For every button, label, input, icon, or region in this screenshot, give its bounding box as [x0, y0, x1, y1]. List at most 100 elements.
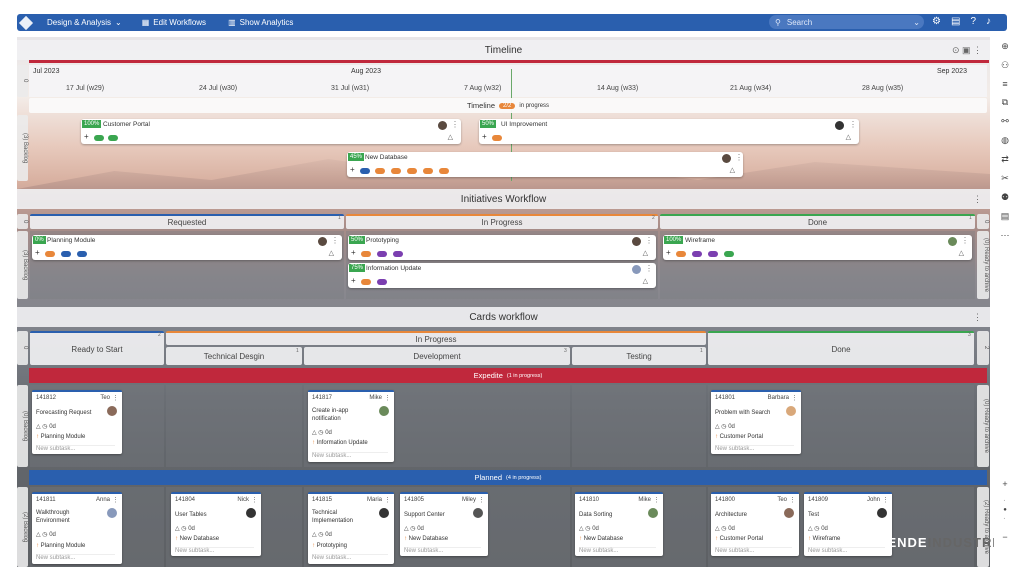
more-icon[interactable]: ⋮ [645, 236, 653, 245]
more-icon[interactable]: ⋮ [451, 120, 459, 129]
expedite-backlog-lane[interactable]: (0) Backlog [17, 385, 28, 467]
more-icon[interactable]: ⋮ [384, 497, 391, 504]
menu-show-analytics[interactable]: ▥ Show Analytics [228, 18, 294, 27]
more-icon[interactable]: ⋮ [973, 193, 982, 204]
task-card-141812[interactable]: 141812 Teo ⋮ Forecasting Request △ ◷ 0d ↑ … [32, 390, 122, 454]
more-icon[interactable]: ⋯ [1000, 230, 1010, 240]
more-icon[interactable]: ⋮ [331, 236, 339, 245]
more-icon[interactable]: ⋮ [882, 497, 889, 504]
more-icon[interactable]: ⋮ [112, 395, 119, 402]
timeline-options-icon[interactable]: ⊙ ▣ ⋮ [951, 44, 982, 55]
timeline-backlog-lane[interactable]: (3) Backlog [17, 115, 28, 181]
col-in-progress-group[interactable]: In Progress [166, 331, 706, 345]
col-development[interactable]: Development [304, 347, 570, 365]
add-icon[interactable]: + [351, 248, 356, 257]
more-icon[interactable]: ⋮ [645, 264, 653, 273]
parent-link[interactable]: ↑ Wireframe [808, 536, 841, 542]
report-icon[interactable]: ▤ [1000, 211, 1010, 221]
col-testing[interactable]: Testing [572, 347, 706, 365]
expedite-archive-lane[interactable]: (0) Ready to archive [977, 385, 989, 467]
more-icon[interactable]: ⋮ [961, 236, 969, 245]
timeline-bar[interactable]: Timeline 2/2 in progress [29, 98, 987, 113]
parent-link[interactable]: ↑ New Database [404, 536, 449, 542]
col-ready-to-start[interactable]: Ready to Start [30, 331, 164, 365]
task-card-141810[interactable]: 141810 Mike ⋮ Data Sorting △ ◷ 0d ↑ New Da… [575, 492, 663, 556]
add-icon[interactable]: + [351, 276, 356, 285]
col-technical-design[interactable]: Technical Desgin [166, 347, 302, 365]
add-icon[interactable]: + [350, 165, 355, 174]
users-icon[interactable]: ⚇ [1000, 60, 1010, 70]
add-icon[interactable]: + [482, 132, 487, 141]
add-circle-icon[interactable]: ⊕ [1001, 41, 1009, 51]
add-icon[interactable]: + [666, 248, 671, 257]
warning-icon: △ ◷ 0d [36, 532, 56, 538]
parent-link[interactable]: ↑ New Database [579, 536, 624, 542]
card-information-update[interactable]: 75% Information Update + ⋮ △ [348, 263, 656, 288]
parent-link[interactable]: ↑ Customer Portal [715, 434, 764, 440]
expedite-lane-header[interactable]: Expedite (1 in progress) [29, 368, 987, 383]
card-customer-portal[interactable]: 100% Customer Portal + ⋮ △ [81, 119, 461, 144]
card-prototyping[interactable]: 50% Prototyping + ⋮ △ [348, 235, 656, 260]
more-icon[interactable]: ⋮ [791, 395, 798, 402]
bell-icon[interactable]: ♪ [986, 16, 991, 27]
card-planning-module[interactable]: 0% Planning Module + ⋮ △ [32, 235, 342, 260]
zoom-slider[interactable]: · ● · [1003, 498, 1007, 522]
tools-icon[interactable]: ✂ [1001, 173, 1009, 183]
more-icon[interactable]: ⋮ [973, 311, 982, 322]
card-wireframe[interactable]: 100% Wireframe + ⋮ △ [663, 235, 972, 260]
more-icon[interactable]: ⋮ [789, 497, 796, 504]
more-icon[interactable]: ⋮ [112, 497, 119, 504]
user-icon[interactable]: ⚉ [1000, 192, 1010, 202]
hierarchy-icon[interactable]: ⚯ [1001, 116, 1009, 126]
add-icon[interactable]: + [35, 248, 40, 257]
more-icon[interactable]: ⋮ [384, 395, 391, 402]
task-card-141801[interactable]: 141801 Barbara ⋮ Problem with Search △ ◷ 0… [711, 390, 801, 454]
task-card-141809[interactable]: 141809 John ⋮ Test △ ◷ 0d ↑ Wireframe New … [804, 492, 892, 556]
col-in-progress[interactable]: In Progress [346, 214, 658, 229]
copy-icon[interactable]: ⧉ [1001, 97, 1009, 107]
col-requested[interactable]: Requested [30, 214, 344, 229]
warning-icon: △ ◷ 0d [36, 424, 56, 430]
parent-link[interactable]: ↑ Information Update [312, 440, 368, 446]
col-done-cards[interactable]: Done [708, 331, 974, 365]
menu-design-analysis[interactable]: Design & Analysis ⌄ [47, 18, 122, 27]
card-ui-improvement[interactable]: 50% UI Improvement + ⋮ △ [479, 119, 859, 144]
help-icon[interactable]: ? [970, 16, 976, 27]
more-icon[interactable]: ⋮ [653, 497, 660, 504]
search-input[interactable]: ⚲ Search ⌄ [769, 15, 924, 29]
task-card-141805[interactable]: 141805 Miley ⋮ Support Center △ ◷ 0d ↑ New… [400, 492, 488, 556]
task-card-141817[interactable]: 141817 Mike ⋮ Create in-app notification △… [308, 390, 394, 462]
task-card-141800[interactable]: 141800 Teo ⋮ Architecture △ ◷ 0d ↑ Custome… [711, 492, 799, 556]
more-icon[interactable]: ⋮ [735, 153, 743, 162]
zoom-out-icon[interactable]: − [1002, 532, 1008, 542]
palette-icon[interactable]: ◍ [1001, 135, 1009, 145]
filter-icon[interactable]: ≡ [1002, 79, 1008, 89]
parent-link[interactable]: ↑ Prototyping [312, 543, 348, 549]
card-new-database[interactable]: 45% New Database + ⋮ △ [347, 152, 743, 177]
gear-icon[interactable]: ⚙ [932, 16, 941, 27]
chevron-down-icon[interactable]: ⌄ [913, 17, 920, 27]
initiatives-archive-lane[interactable]: (0) Ready to archive [977, 231, 989, 299]
parent-link[interactable]: ↑ Customer Portal [715, 536, 764, 542]
swap-icon[interactable]: ⇄ [1001, 154, 1009, 164]
more-icon[interactable]: ⋮ [478, 497, 485, 504]
planned-backlog-lane[interactable]: (2) Backlog [17, 487, 28, 567]
planned-archive-lane[interactable]: (2) Ready to archive [977, 487, 989, 567]
task-card-141804[interactable]: 141804 Nick ⋮ User Tables △ ◷ 0d ↑ New Dat… [171, 492, 261, 556]
parent-link[interactable]: ↑ Planning Module [36, 434, 86, 440]
more-icon[interactable]: ⋮ [849, 120, 857, 129]
menu-edit-workflows[interactable]: ▦ Edit Workflows [141, 18, 207, 27]
avatar [784, 508, 794, 518]
zoom-in-icon[interactable]: + [1002, 479, 1008, 489]
task-card-141811[interactable]: 141811 Anna ⋮ Walkthrough Environment △ ◷ … [32, 492, 122, 564]
more-icon[interactable]: ⋮ [251, 497, 258, 504]
parent-link[interactable]: ↑ Planning Module [36, 543, 86, 549]
add-icon[interactable]: + [84, 132, 89, 141]
initiatives-zero-right: 0 [977, 214, 989, 229]
task-card-141815[interactable]: 141815 Maria ⋮ Technical Implementation △ … [308, 492, 394, 564]
col-done[interactable]: Done [660, 214, 975, 229]
parent-link[interactable]: ↑ New Database [175, 536, 220, 542]
initiatives-backlog-lane[interactable]: (3) Backlog [17, 231, 28, 299]
document-icon[interactable]: ▤ [950, 16, 961, 27]
planned-lane-header[interactable]: Planned (4 in progress) [29, 470, 987, 485]
